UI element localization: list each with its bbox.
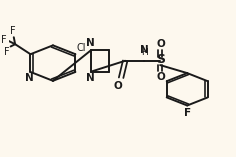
Text: Cl: Cl: [76, 43, 86, 53]
Text: N: N: [86, 73, 95, 83]
Text: N: N: [25, 73, 34, 83]
Text: N: N: [86, 38, 95, 48]
Text: O: O: [113, 81, 122, 90]
Text: F: F: [184, 108, 191, 118]
Text: F: F: [4, 47, 9, 57]
Text: S: S: [156, 54, 165, 67]
Text: F: F: [1, 35, 7, 45]
Text: N: N: [140, 45, 149, 55]
Text: F: F: [10, 26, 16, 36]
Text: O: O: [156, 72, 165, 82]
Text: H: H: [141, 48, 148, 57]
Text: O: O: [156, 39, 165, 49]
